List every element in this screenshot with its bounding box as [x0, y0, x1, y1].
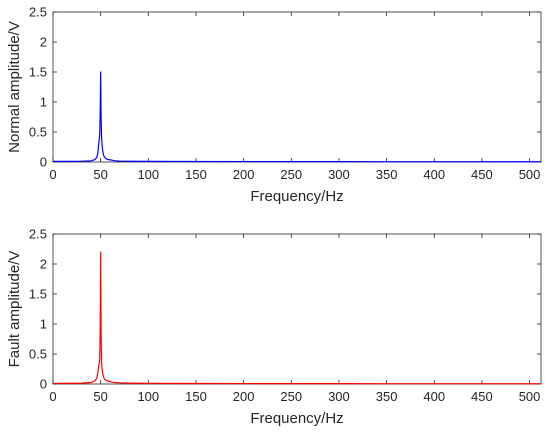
x-tick-label: 100	[137, 389, 159, 404]
y-tick-label: 0	[40, 377, 47, 392]
y-tick-label: 2	[40, 35, 47, 50]
x-tick-label: 200	[233, 167, 255, 182]
x-tick-label: 150	[185, 389, 207, 404]
x-tick-label: 250	[280, 167, 302, 182]
y-tick-label: 2.5	[29, 5, 47, 20]
y-tick-label: 0.5	[29, 125, 47, 140]
y-axis-label: Normal amplitude/V	[6, 21, 23, 153]
y-tick-label: 1.5	[29, 65, 47, 80]
x-tick-label: 50	[93, 167, 107, 182]
x-tick-label: 250	[280, 389, 302, 404]
x-tick-label: 400	[423, 389, 445, 404]
y-tick-label: 2	[40, 257, 47, 272]
plot-area-frame	[52, 233, 542, 385]
normal-amplitude-panel: 0 50 100 150 200 250 300 350 400 450 500 0 0.5 1 1.5 2 2…	[6, 5, 542, 205]
x-tick-label: 350	[376, 167, 398, 182]
x-tick-label: 500	[519, 167, 541, 182]
x-tick-label: 0	[49, 167, 56, 182]
x-tick-label: 200	[233, 389, 255, 404]
y-tick-label: 0.5	[29, 347, 47, 362]
x-tick-label: 500	[519, 389, 541, 404]
y-tick-label: 1	[40, 317, 47, 332]
fault-amplitude-panel: 0 50 100 150 200 250 300 350 400 450 500 0 0.5 1 1.5 2 2…	[6, 227, 542, 427]
x-tick-label: 450	[471, 167, 493, 182]
x-tick-label: 400	[423, 167, 445, 182]
x-axis-label: Frequency/Hz	[250, 188, 343, 205]
x-tick-label: 450	[471, 389, 493, 404]
x-tick-label: 50	[93, 389, 107, 404]
y-tick-label: 0	[40, 155, 47, 170]
y-tick-label: 2.5	[29, 227, 47, 242]
x-tick-label: 300	[328, 389, 350, 404]
x-tick-label: 150	[185, 167, 207, 182]
x-tick-label: 350	[376, 389, 398, 404]
x-tick-label: 100	[137, 167, 159, 182]
x-axis-label: Frequency/Hz	[250, 410, 343, 427]
y-tick-label: 1	[40, 95, 47, 110]
series-line-0	[53, 251, 541, 385]
series-line-0	[53, 71, 541, 163]
x-tick-label: 0	[49, 389, 56, 404]
x-tick-label: 300	[328, 167, 350, 182]
y-axis-label: Fault amplitude/V	[6, 251, 23, 368]
plot-area-frame	[52, 11, 542, 163]
y-tick-label: 1.5	[29, 287, 47, 302]
